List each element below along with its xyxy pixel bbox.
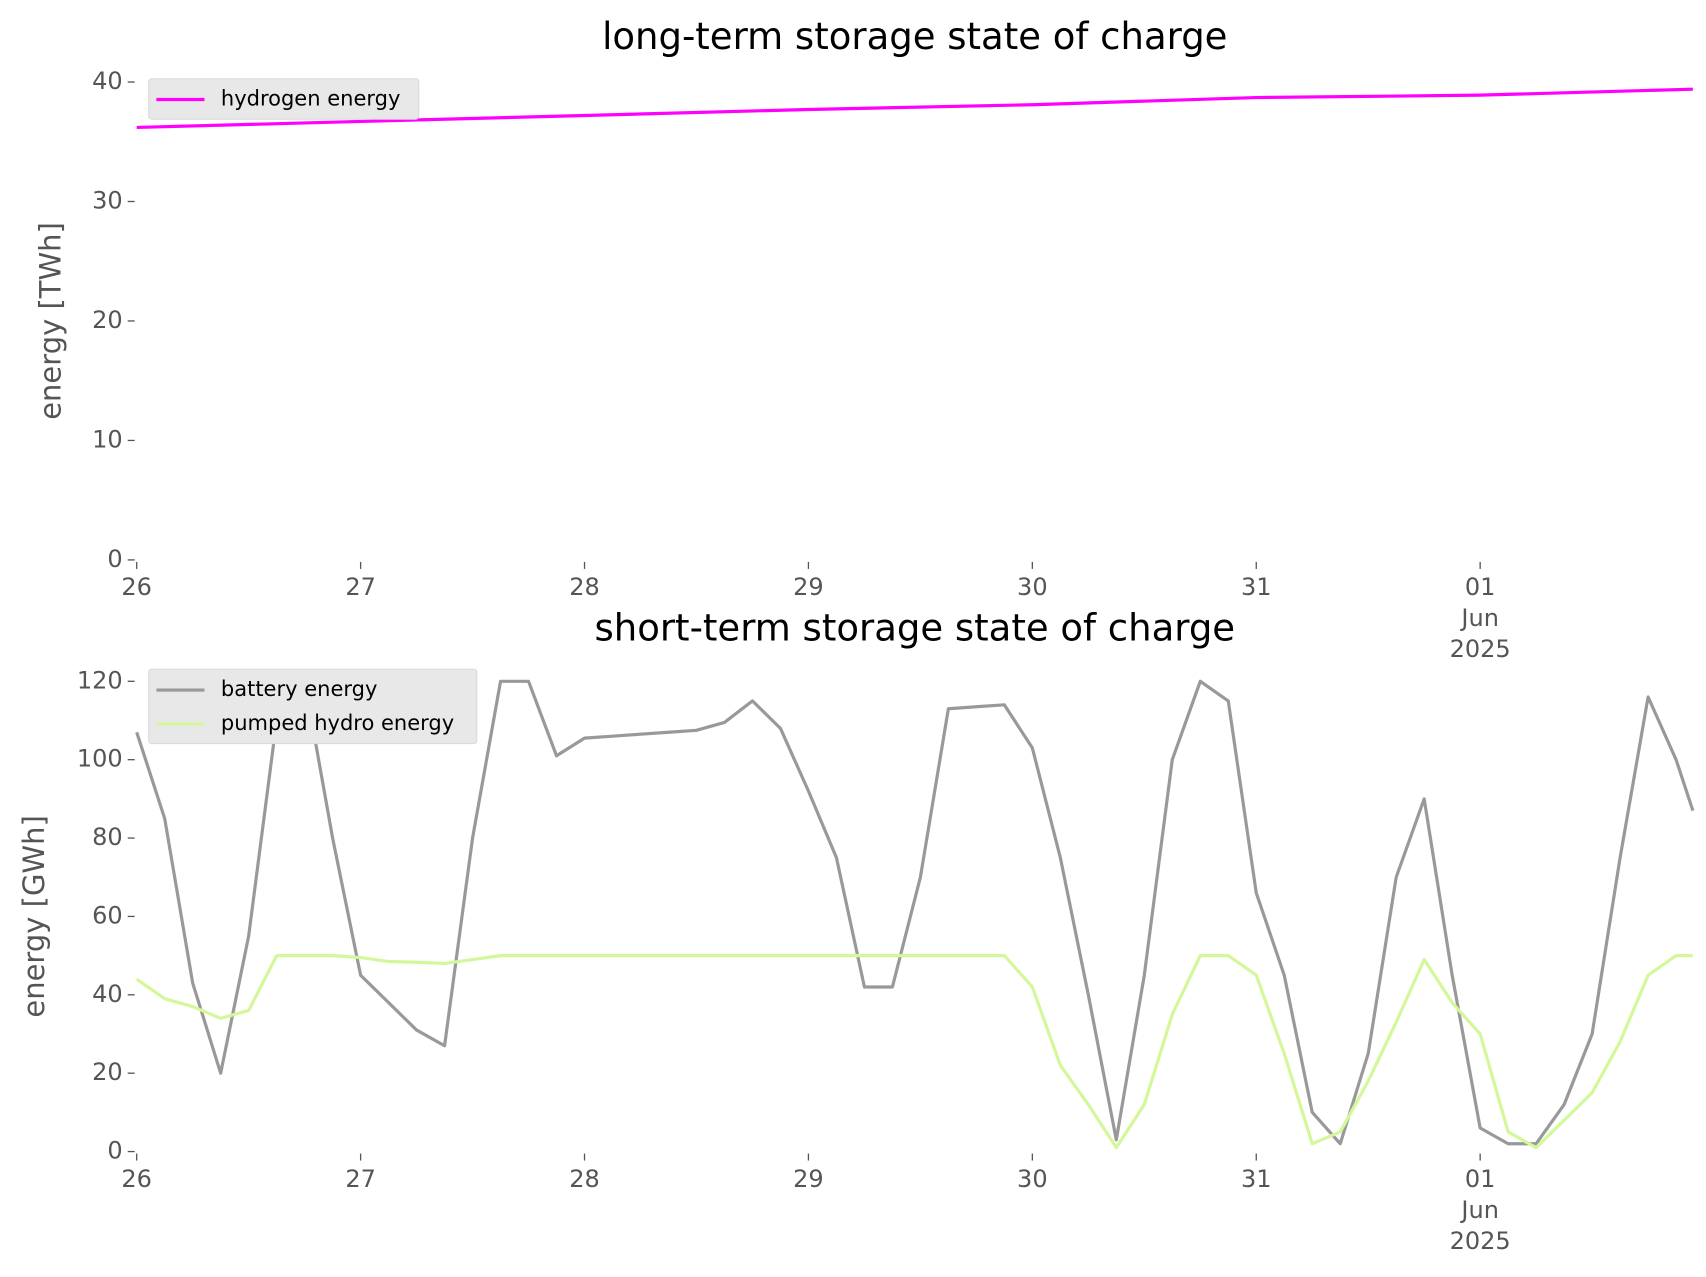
x-tick-label: 30 bbox=[1017, 1164, 1048, 1193]
y-tick-label: 30 bbox=[92, 186, 123, 214]
series-line bbox=[135, 954, 1693, 1150]
legend-label: hydrogen energy bbox=[221, 87, 401, 111]
y-tick-label: 120 bbox=[77, 666, 123, 694]
legend-label: battery energy bbox=[221, 677, 378, 701]
x-tick-label: 01 Jun 2025 bbox=[1449, 1164, 1511, 1255]
y-tick-label: 10 bbox=[92, 425, 123, 453]
x-tick-label: 29 bbox=[793, 1164, 824, 1193]
legend-box bbox=[148, 78, 420, 120]
x-tick-label: 28 bbox=[569, 572, 600, 601]
x-tick-label: 31 bbox=[1240, 572, 1272, 601]
x-tick-label: 27 bbox=[345, 572, 376, 601]
x-tick-label: 26 bbox=[121, 1164, 152, 1193]
y-tick-label: 20 bbox=[92, 306, 123, 334]
y-axis-label: energy [GWh] bbox=[17, 815, 51, 1017]
chart-title: short-term storage state of charge bbox=[594, 606, 1235, 649]
y-tick-label: 0 bbox=[107, 1137, 122, 1165]
series-line bbox=[136, 87, 1693, 130]
x-tick-label: 01 Jun 2025 bbox=[1449, 572, 1511, 663]
chart-title: long-term storage state of charge bbox=[602, 15, 1227, 58]
legend-box bbox=[148, 668, 478, 745]
x-tick-label: 30 bbox=[1017, 572, 1048, 601]
y-tick-label: 100 bbox=[77, 745, 123, 773]
x-tick-label: 28 bbox=[569, 1164, 600, 1193]
series-line bbox=[135, 679, 1695, 1146]
legend-label: pumped hydro energy bbox=[221, 711, 454, 735]
y-tick-label: 60 bbox=[92, 901, 123, 929]
y-axis-label: energy [TWh] bbox=[33, 222, 67, 420]
y-tick-label: 0 bbox=[107, 545, 122, 573]
x-tick-label: 27 bbox=[345, 1164, 376, 1193]
y-tick-label: 20 bbox=[92, 1058, 123, 1086]
x-tick-label: 29 bbox=[793, 572, 824, 601]
y-tick-label: 40 bbox=[92, 980, 123, 1008]
x-tick-label: 31 bbox=[1240, 1164, 1272, 1193]
y-tick-label: 40 bbox=[92, 67, 123, 95]
y-tick-label: 80 bbox=[92, 823, 123, 851]
x-tick-label: 26 bbox=[121, 572, 152, 601]
